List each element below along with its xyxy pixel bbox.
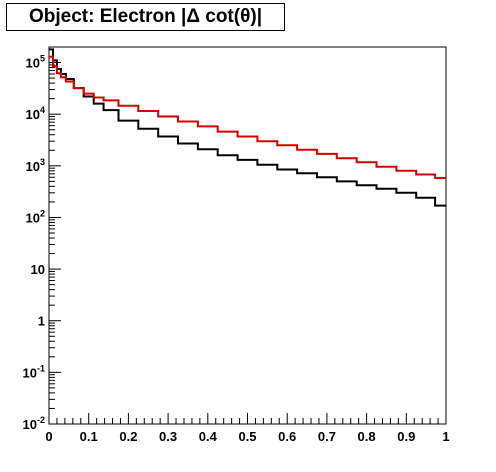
plot-frame — [48, 46, 447, 425]
y-tick-label: 105 — [26, 54, 45, 71]
series-line-2 — [49, 55, 446, 179]
chart-title: Object: Electron |Δ cot(θ)| — [6, 3, 285, 31]
x-tick-label: 0.6 — [278, 429, 296, 444]
x-tick-label: 0.7 — [318, 429, 336, 444]
x-tick-label: 0.1 — [80, 429, 98, 444]
x-tick-label: 0.9 — [397, 429, 415, 444]
y-tick-label: 10-2 — [23, 415, 45, 432]
y-tick-label: 103 — [26, 157, 45, 174]
series-line-1 — [49, 48, 446, 207]
x-tick-label: 1 — [442, 429, 449, 444]
x-tick-label: 0.8 — [358, 429, 376, 444]
x-tick-label: 0 — [45, 429, 52, 444]
y-tick-label: 10-1 — [23, 363, 45, 380]
y-tick-label: 1 — [38, 314, 45, 329]
x-tick-labels: 0 0.1 0.2 0.3 0.4 0.5 0.6 0.7 0.8 0.9 1 — [45, 429, 449, 444]
y-tick-label: 102 — [26, 208, 45, 225]
x-tick-label: 0.5 — [238, 429, 256, 444]
x-tick-label: 0.4 — [199, 429, 218, 444]
axis-ticks — [48, 46, 447, 425]
x-tick-label: 0.2 — [119, 429, 137, 444]
y-tick-labels: 10-2 10-1 1 10 102 103 104 105 — [23, 54, 45, 432]
x-tick-label: 0.3 — [159, 429, 177, 444]
series-group — [49, 48, 446, 207]
y-tick-label: 104 — [26, 105, 45, 122]
y-tick-label: 10 — [31, 262, 45, 277]
